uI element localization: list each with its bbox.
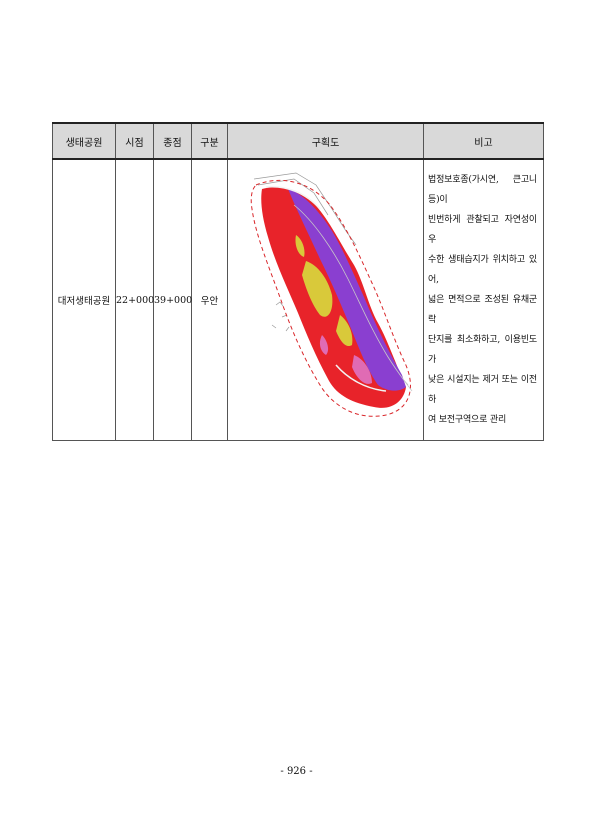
header-start: 시점: [115, 122, 154, 160]
park-zoning-table: 생태공원 시점 종점 구분 구획도 비고 대저생태공원 22+000 39+00…: [52, 122, 544, 441]
cell-zoning-map: [227, 158, 424, 441]
remark-line: 빈번하게 관찰되고 자연성이 우: [428, 215, 537, 245]
cell-start: 22+000: [115, 158, 154, 441]
table-header-row: 생태공원 시점 종점 구분 구획도 비고: [52, 122, 544, 160]
cell-end: 39+000: [153, 158, 192, 441]
header-zoning-map: 구획도: [227, 122, 424, 160]
remark-line: 단지를 최소화하고, 이용빈도가: [428, 335, 537, 365]
zone-boundary-dashed: [250, 179, 411, 417]
remark-line: 수한 생태습지가 위치하고 있어,: [428, 255, 537, 285]
park-path-line: [265, 185, 386, 392]
cell-remarks: 법정보호종(가시연, 큰고니 등)이 빈번하게 관찰되고 자연성이 우 수한 생…: [423, 158, 544, 441]
remark-line: 넓은 면적으로 조성된 유채군락: [428, 295, 537, 325]
park-yellow-zone: [294, 235, 352, 347]
river-bank-outline: [293, 204, 412, 392]
header-park: 생태공원: [52, 122, 116, 160]
remark-line: 여 보전구역으로 관리: [428, 415, 507, 425]
park-purple-zone: [287, 189, 406, 391]
header-end: 종점: [153, 122, 192, 160]
header-side: 구분: [191, 122, 228, 160]
remark-line: 낮은 시설지는 제거 또는 이전하: [428, 375, 537, 405]
cell-park-name: 대저생태공원: [52, 158, 116, 441]
cell-side: 우안: [191, 158, 228, 441]
park-pink-zone: [319, 335, 372, 384]
table-row: 대저생태공원 22+000 39+000 우안: [52, 158, 544, 441]
zoning-map-image: [250, 172, 412, 417]
header-remarks: 비고: [423, 122, 544, 160]
remark-line: 법정보호종(가시연, 큰고니 등)이: [428, 175, 537, 205]
page-number: - 926 -: [280, 766, 313, 777]
